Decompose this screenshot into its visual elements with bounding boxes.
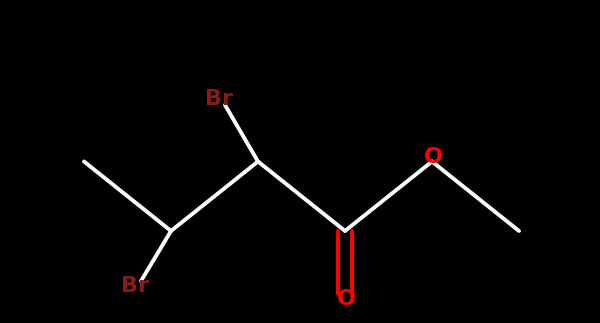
Text: O: O bbox=[337, 289, 356, 309]
Text: O: O bbox=[424, 147, 443, 167]
Text: Br: Br bbox=[121, 276, 149, 296]
Text: Br: Br bbox=[205, 89, 233, 109]
